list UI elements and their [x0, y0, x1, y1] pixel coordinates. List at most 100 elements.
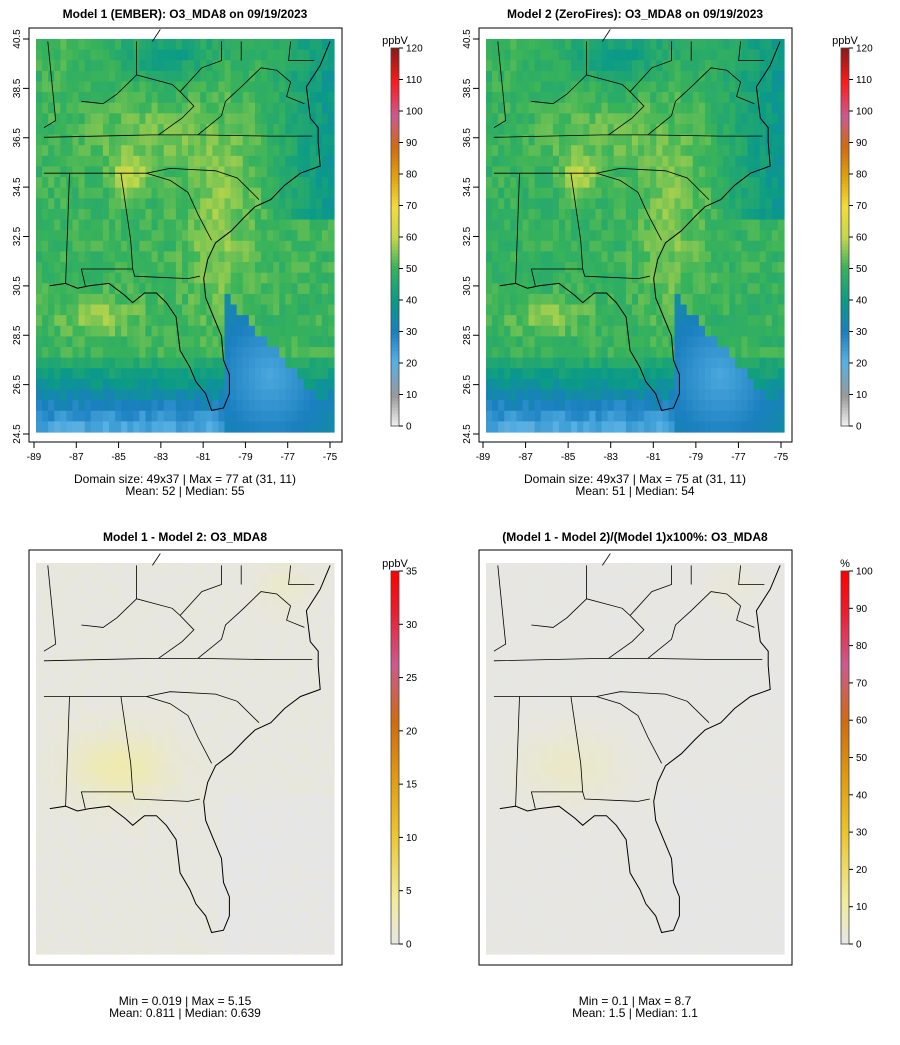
- grid-cell: [169, 70, 177, 83]
- grid-cell: [48, 700, 55, 712]
- colorbar-segment: [841, 410, 849, 414]
- grid-cell: [96, 187, 104, 199]
- grid-cell: [723, 198, 730, 210]
- grid-cell: [267, 166, 274, 178]
- grid-cell: [261, 605, 268, 617]
- grid-cell: [291, 315, 299, 327]
- grid-cell: [546, 177, 554, 189]
- grid-cell: [54, 563, 61, 575]
- grid-cell: [607, 240, 615, 253]
- grid-cell: [248, 219, 256, 231]
- grid-cell: [181, 732, 189, 744]
- grid-cell: [741, 315, 749, 327]
- grid-cell: [273, 689, 280, 701]
- grid-cell: [279, 293, 286, 306]
- grid-cell: [115, 336, 122, 348]
- grid-cell: [698, 357, 706, 369]
- grid-cell: [315, 166, 323, 178]
- grid-cell: [157, 605, 165, 617]
- grid-cell: [169, 39, 177, 51]
- grid-cell: [607, 336, 615, 348]
- grid-cell: [565, 102, 572, 114]
- grid-cell: [297, 177, 305, 189]
- grid-cell: [206, 102, 213, 114]
- grid-cell: [309, 187, 317, 199]
- grid-cell: [528, 283, 536, 295]
- grid-cell: [759, 357, 767, 369]
- grid-cell: [133, 70, 140, 83]
- colorbar-segment: [841, 192, 849, 197]
- grid-cell: [504, 283, 511, 295]
- grid-cell: [571, 325, 578, 337]
- grid-cell: [102, 49, 110, 61]
- grid-cell: [315, 584, 323, 596]
- grid-cell: [200, 410, 207, 422]
- grid-cell: [765, 187, 773, 199]
- grid-cell: [297, 721, 305, 733]
- grid-cell: [613, 325, 621, 337]
- grid-cell: [327, 647, 335, 659]
- grid-cell: [327, 573, 335, 585]
- grid-cell: [680, 155, 688, 168]
- grid-cell: [771, 102, 779, 114]
- grid-cell: [133, 187, 140, 199]
- grid-cell: [267, 113, 274, 125]
- grid-cell: [583, 113, 590, 125]
- grid-cell: [188, 742, 195, 754]
- grid-cell: [315, 283, 323, 295]
- grid-cell: [175, 145, 183, 157]
- grid-cell: [309, 658, 317, 670]
- grid-cell: [291, 293, 299, 306]
- grid-cell: [90, 208, 98, 221]
- grid-cell: [84, 594, 92, 606]
- grid-cell: [558, 400, 566, 412]
- grid-cell: [315, 594, 323, 606]
- colorbar-segment: [391, 347, 399, 351]
- grid-cell: [534, 304, 542, 316]
- grid-cell: [492, 177, 499, 189]
- grid-cell: [765, 347, 773, 359]
- grid-cell: [66, 70, 74, 83]
- grid-cell: [115, 92, 122, 104]
- grid-cell: [577, 155, 584, 168]
- state-border: [493, 167, 710, 200]
- grid-cell: [157, 626, 165, 638]
- grid-cell: [540, 410, 548, 422]
- grid-cell: [771, 198, 779, 210]
- grid-cell: [607, 187, 615, 199]
- grid-cell: [291, 336, 299, 348]
- grid-cell: [504, 251, 511, 263]
- grid-cell: [327, 615, 335, 628]
- grid-cell: [279, 378, 286, 391]
- grid-cell: [212, 113, 220, 125]
- grid-cell: [66, 400, 74, 412]
- colorbar-segment: [841, 189, 849, 194]
- grid-cell: [145, 113, 153, 125]
- grid-cell: [72, 700, 80, 712]
- grid-cell: [96, 357, 104, 369]
- grid-cell: [108, 347, 116, 359]
- grid-cell: [692, 166, 700, 178]
- grid-cell: [534, 123, 542, 136]
- grid-cell: [115, 721, 122, 733]
- grid-cell: [717, 155, 724, 168]
- y-tick-label: 36.5: [462, 128, 473, 148]
- grid-cell: [644, 113, 651, 125]
- grid-cell: [498, 134, 505, 146]
- grid-cell: [267, 400, 274, 412]
- grid-cell: [60, 145, 68, 157]
- grid-cell: [36, 166, 43, 178]
- grid-cell: [711, 145, 718, 157]
- grid-cell: [60, 679, 68, 691]
- grid-cell: [42, 410, 49, 422]
- grid-cell: [261, 60, 268, 72]
- grid-cell: [303, 102, 311, 114]
- grid-cell: [254, 636, 262, 649]
- grid-cell: [254, 421, 262, 433]
- grid-cell: [552, 102, 560, 114]
- grid-cell: [96, 763, 104, 775]
- grid-cell: [127, 742, 134, 754]
- grid-cell: [619, 251, 627, 263]
- grid-cell: [139, 368, 147, 380]
- grid-cell: [163, 668, 171, 680]
